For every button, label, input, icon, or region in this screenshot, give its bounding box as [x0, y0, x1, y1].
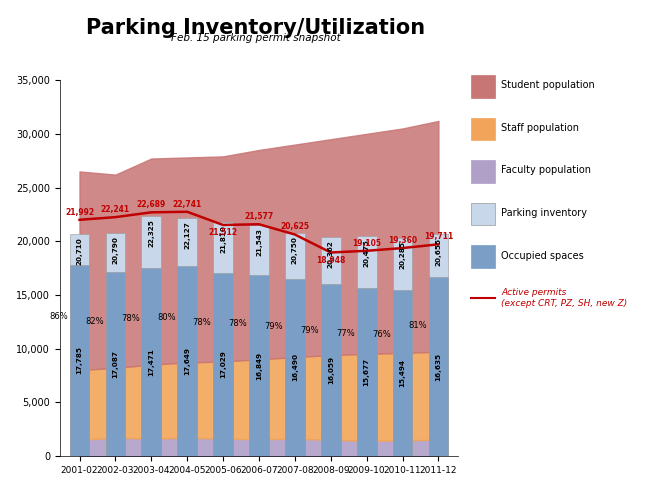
Bar — [141, 269, 161, 456]
Text: Student population: Student population — [501, 80, 595, 90]
Text: 86%: 86% — [49, 312, 68, 321]
Text: 16,059: 16,059 — [328, 356, 334, 384]
Text: 22,741: 22,741 — [173, 199, 202, 208]
Text: 21,543: 21,543 — [256, 228, 262, 256]
Bar — [321, 284, 341, 456]
Bar — [285, 233, 305, 456]
Text: 21,512: 21,512 — [208, 228, 238, 237]
Text: 80%: 80% — [157, 313, 175, 322]
Bar — [321, 237, 341, 456]
Text: 22,325: 22,325 — [148, 219, 154, 247]
Bar — [357, 288, 376, 456]
Bar — [213, 273, 233, 456]
Bar — [106, 273, 125, 456]
Bar — [392, 238, 412, 456]
Bar — [141, 216, 161, 456]
Text: 19,105: 19,105 — [352, 238, 381, 247]
Text: 20,655: 20,655 — [436, 237, 442, 266]
Text: 17,029: 17,029 — [220, 351, 226, 378]
Text: 19,711: 19,711 — [424, 232, 453, 241]
Text: 20,362: 20,362 — [328, 240, 334, 269]
Bar — [357, 236, 376, 456]
Text: Parking inventory: Parking inventory — [501, 208, 588, 218]
Text: Feb. 15 parking permit snapshot: Feb. 15 parking permit snapshot — [171, 33, 341, 43]
Text: 15,494: 15,494 — [400, 359, 406, 387]
Text: 21,577: 21,577 — [244, 212, 274, 221]
Text: 22,689: 22,689 — [137, 200, 166, 209]
Text: 22,241: 22,241 — [101, 205, 130, 214]
Bar — [392, 290, 412, 456]
Text: 16,490: 16,490 — [292, 353, 298, 381]
Text: Faculty population: Faculty population — [501, 165, 592, 175]
Bar — [285, 279, 305, 456]
Text: 20,625: 20,625 — [280, 222, 309, 231]
Bar — [428, 278, 448, 456]
Bar — [177, 267, 197, 456]
Bar — [106, 232, 125, 456]
Text: 15,677: 15,677 — [364, 358, 370, 386]
Text: 20,750: 20,750 — [292, 236, 298, 264]
Text: 20,710: 20,710 — [76, 237, 82, 265]
Text: 19,360: 19,360 — [388, 236, 417, 245]
Text: 79%: 79% — [264, 322, 283, 331]
Bar — [70, 233, 90, 456]
Bar — [249, 224, 269, 456]
Text: 21,992: 21,992 — [65, 207, 94, 216]
Bar — [213, 222, 233, 456]
Text: 78%: 78% — [193, 318, 211, 327]
Text: 76%: 76% — [372, 330, 391, 339]
Text: Staff population: Staff population — [501, 123, 579, 133]
Text: 78%: 78% — [121, 315, 139, 324]
Text: 77%: 77% — [336, 329, 355, 338]
Text: 22,127: 22,127 — [184, 221, 190, 249]
Text: 17,087: 17,087 — [112, 350, 118, 378]
Text: Active permits
(except CRT, PZ, SH, new Z): Active permits (except CRT, PZ, SH, new … — [501, 289, 627, 308]
Bar — [249, 275, 269, 456]
Text: 20,475: 20,475 — [364, 239, 370, 267]
Text: 17,649: 17,649 — [184, 347, 190, 375]
Bar — [70, 265, 90, 456]
Text: 17,785: 17,785 — [76, 347, 82, 374]
Text: Parking Inventory/Utilization: Parking Inventory/Utilization — [86, 18, 425, 38]
Text: 82%: 82% — [85, 318, 104, 327]
Text: 21,810: 21,810 — [220, 225, 226, 253]
Bar — [177, 218, 197, 456]
Text: 18,948: 18,948 — [316, 256, 345, 265]
Text: 79%: 79% — [300, 326, 319, 335]
Text: 78%: 78% — [228, 319, 247, 328]
Text: 16,635: 16,635 — [436, 353, 442, 381]
Text: 81%: 81% — [408, 321, 427, 330]
Text: 20,285: 20,285 — [400, 241, 406, 270]
Text: Occupied spaces: Occupied spaces — [501, 250, 584, 261]
Text: 20,790: 20,790 — [112, 236, 118, 264]
Text: 17,471: 17,471 — [148, 348, 154, 376]
Bar — [428, 234, 448, 456]
Text: 16,849: 16,849 — [256, 351, 262, 380]
